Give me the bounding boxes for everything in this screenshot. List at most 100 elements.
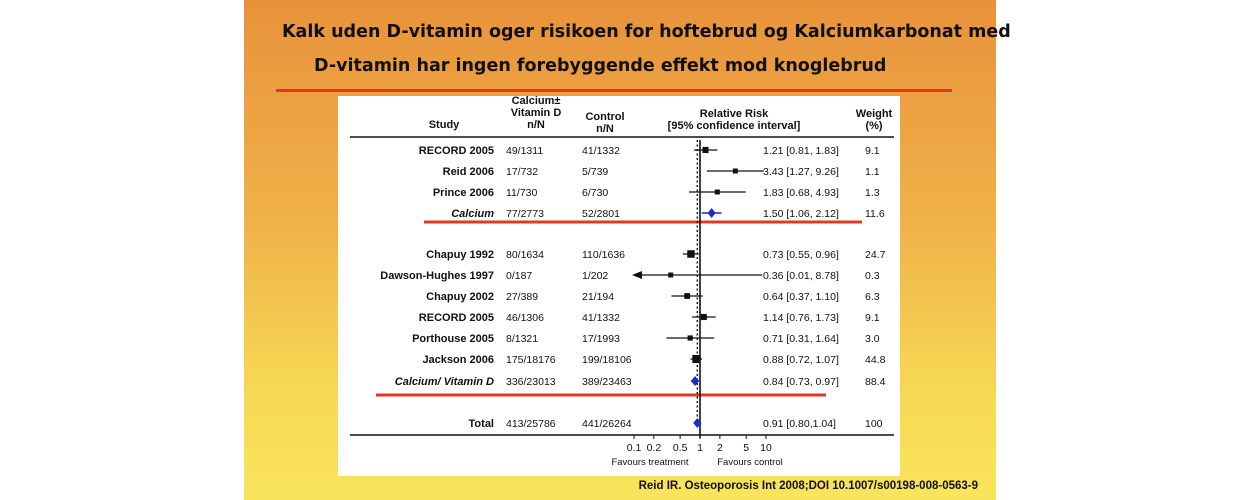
calcium-events: 80/1634 [506,249,544,261]
study-label: Reid 2006 [443,166,494,178]
point-estimate [687,250,695,258]
header-weight: (%) [865,120,882,132]
calcium-events: 27/389 [506,291,538,303]
study-label: Jackson 2006 [422,354,494,366]
weight-percent: 6.3 [865,291,880,303]
study-label: Chapuy 2002 [426,291,494,303]
control-events: 389/23463 [582,376,632,388]
calcium-events: 11/730 [506,187,537,199]
relative-risk-ci: 1.83 [0.68, 4.93] [763,187,839,199]
relative-risk-ci: 0.84 [0.73, 0.97] [763,376,839,388]
point-estimate [714,189,720,195]
citation: Reid IR. Osteoporosis Int 2008;DOI 10.10… [638,480,978,492]
pooled-estimate-diamond [707,208,716,218]
weight-percent: 1.3 [865,187,880,199]
axis-tick-label: 0.1 [627,442,642,454]
point-estimate [692,355,701,363]
control-events: 17/1993 [582,333,620,345]
axis-tick-label: 5 [743,442,749,454]
header-control: n/N [596,123,614,135]
weight-percent: 44.8 [865,354,886,366]
axis-tick-label: 2 [717,442,723,454]
weight-percent: 100 [865,418,883,430]
pooled-estimate-diamond [693,418,702,428]
header-calcium: Vitamin D [511,107,562,119]
point-estimate [702,146,709,154]
calcium-events: 336/23013 [506,376,556,388]
slide-title-line-1: Kalk uden D-vitamin oger risikoen for ho… [282,22,1011,42]
control-events: 52/2801 [582,208,620,220]
title-divider [276,89,952,92]
header-study: Study [429,119,460,131]
header-relative-risk: [95% confidence interval] [668,120,801,132]
header-control: Control [585,111,624,123]
slide: Kalk uden D-vitamin oger risikoen for ho… [244,0,1011,500]
calcium-events: 46/1306 [506,312,544,324]
calcium-vitd-subgroup-divider [376,393,826,397]
control-events: 441/26264 [582,418,632,430]
control-events: 199/18106 [582,354,632,366]
header-relative-risk: Relative Risk [700,108,769,120]
study-label: Total [469,418,494,430]
slide-title-line-2: D-vitamin har ingen forebyggende effekt … [314,56,887,76]
weight-percent: 3.0 [865,333,880,345]
axis-tick-label: 10 [760,442,772,454]
calcium-subgroup-divider [424,220,862,224]
ci-arrow [632,271,642,279]
calcium-events: 175/18176 [506,354,556,366]
pooled-estimate-diamond [691,376,700,386]
study-label: Dawson-Hughes 1997 [380,270,494,282]
relative-risk-ci: 0.91 [0.80,1.04] [763,418,836,430]
control-events: 41/1332 [582,312,620,324]
study-label: Calcium/ Vitamin D [395,376,494,388]
study-label: RECORD 2005 [419,312,494,324]
relative-risk-ci: 0.73 [0.55, 0.96] [763,249,839,261]
control-events: 5/739 [582,166,608,178]
control-events: 1/202 [582,270,608,282]
header-calcium: n/N [527,119,545,131]
point-estimate [684,293,691,299]
relative-risk-ci: 1.21 [0.81, 1.83] [763,145,839,157]
calcium-events: 77/2773 [506,208,544,220]
calcium-events: 17/732 [506,166,538,178]
control-events: 21/194 [582,291,614,303]
weight-percent: 24.7 [865,249,886,261]
calcium-events: 0/187 [506,270,532,282]
point-estimate [700,313,707,321]
study-label: RECORD 2005 [419,145,494,157]
study-label: Porthouse 2005 [412,333,494,345]
header-calcium: Calcium± [512,96,561,107]
weight-percent: 9.1 [865,312,880,324]
weight-percent: 1.1 [865,166,880,178]
study-label: Calcium [451,208,494,220]
study-label: Chapuy 1992 [426,249,494,261]
axis-tick-label: 0.2 [647,442,662,454]
point-estimate [687,335,693,341]
point-estimate [668,272,674,278]
weight-percent: 11.6 [865,208,885,220]
relative-risk-ci: 0.36 [0.01, 8.78] [763,270,839,282]
control-events: 6/730 [582,187,608,199]
relative-risk-ci: 0.71 [0.31, 1.64] [763,333,839,345]
calcium-events: 49/1311 [506,145,543,157]
weight-percent: 88.4 [865,376,886,388]
calcium-events: 413/25786 [506,418,556,430]
relative-risk-ci: 0.88 [0.72, 1.07] [763,354,839,366]
relative-risk-ci: 1.14 [0.76, 1.73] [763,312,839,324]
control-events: 41/1332 [582,145,620,157]
relative-risk-ci: 1.50 [1.06, 2.12] [763,208,839,220]
relative-risk-ci: 3.43 [1.27, 9.26] [763,166,839,178]
calcium-events: 8/1321 [506,333,538,345]
study-label: Prince 2006 [433,187,494,199]
point-estimate [732,168,738,174]
axis-tick-label: 1 [697,442,703,454]
favours-treatment-label: Favours treatment [611,457,688,468]
axis-tick-label: 0.5 [673,442,688,454]
weight-percent: 9.1 [865,145,880,157]
favours-control-label: Favours control [717,457,782,468]
relative-risk-ci: 0.64 [0.37, 1.10] [763,291,839,303]
weight-percent: 0.3 [865,270,880,282]
control-events: 110/1636 [582,249,625,261]
